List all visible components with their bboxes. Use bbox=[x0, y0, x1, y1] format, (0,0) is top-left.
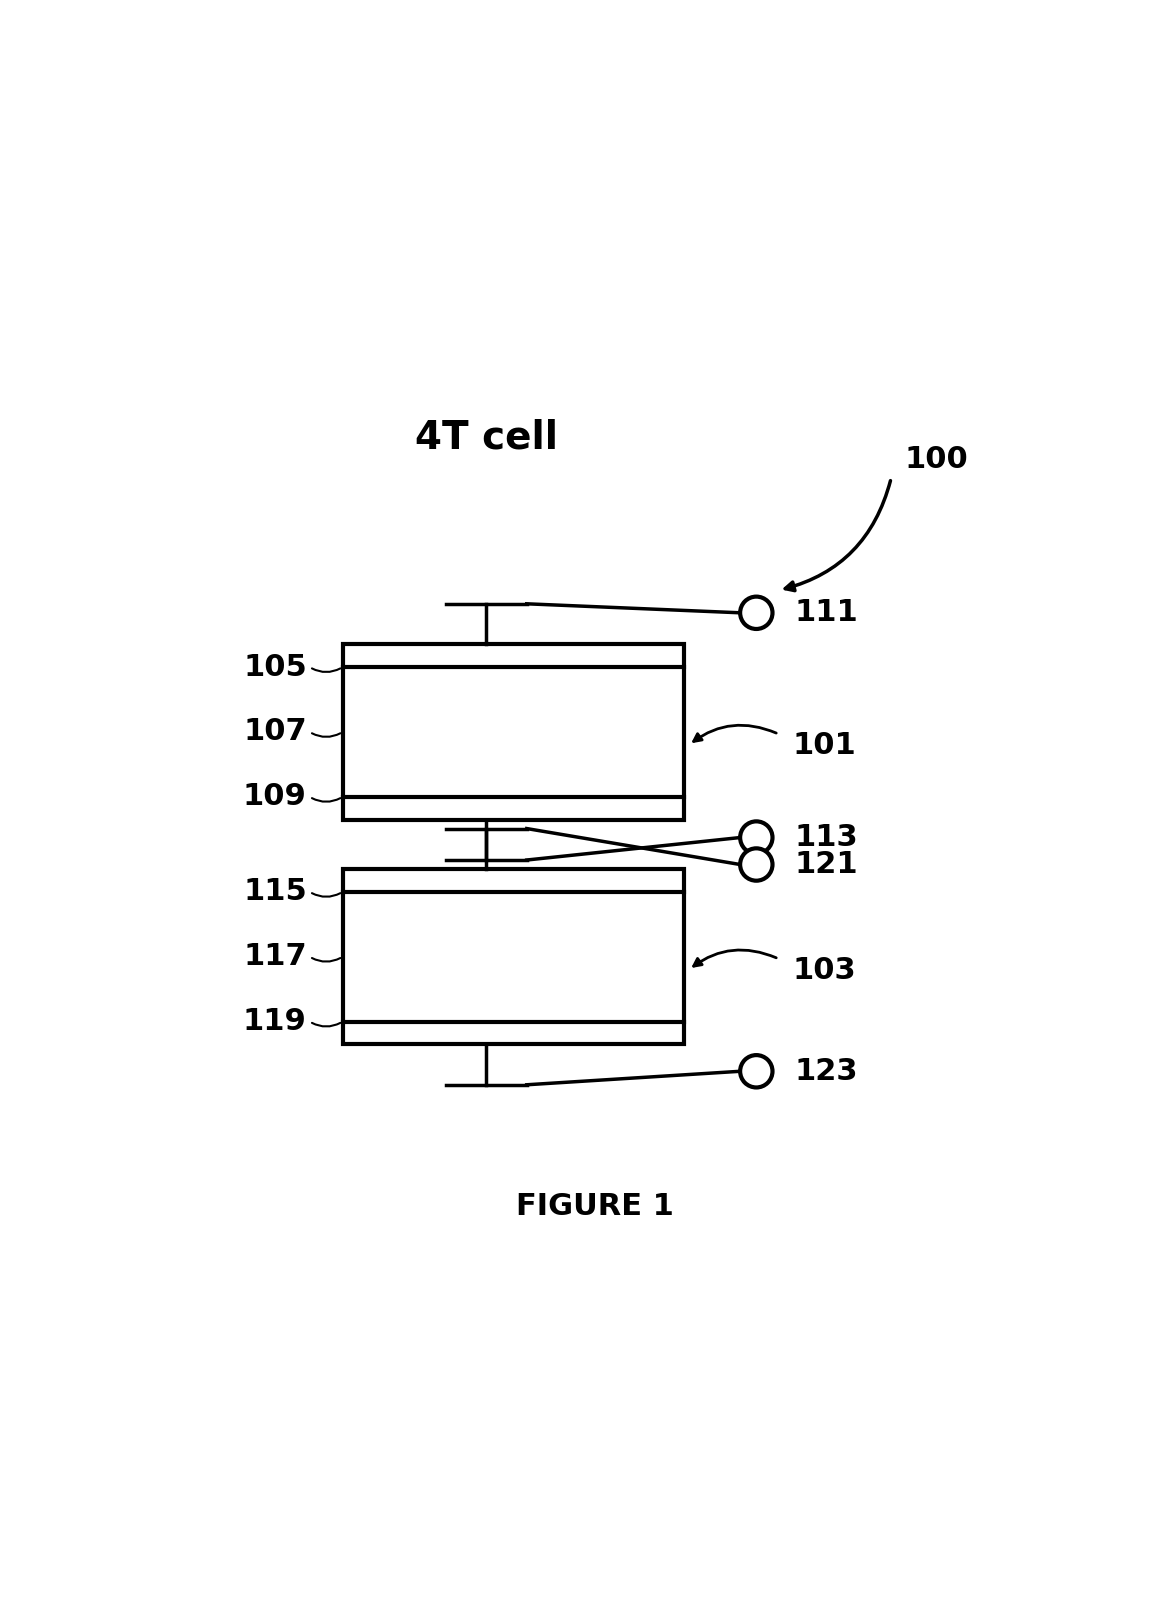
Text: 115: 115 bbox=[244, 878, 306, 907]
Text: 113: 113 bbox=[795, 823, 858, 852]
Circle shape bbox=[740, 849, 773, 881]
Text: 103: 103 bbox=[792, 955, 856, 985]
Text: 121: 121 bbox=[795, 851, 858, 880]
Bar bbox=[343, 868, 684, 1044]
Text: 107: 107 bbox=[244, 717, 306, 746]
Text: 4T cell: 4T cell bbox=[415, 418, 558, 457]
Circle shape bbox=[740, 822, 773, 854]
Text: 117: 117 bbox=[244, 943, 306, 972]
Text: 101: 101 bbox=[792, 731, 856, 760]
Text: 123: 123 bbox=[795, 1057, 858, 1086]
Text: 100: 100 bbox=[905, 445, 969, 475]
Bar bbox=[343, 644, 684, 820]
Text: 111: 111 bbox=[795, 599, 858, 628]
Text: 109: 109 bbox=[242, 783, 306, 812]
Circle shape bbox=[740, 597, 773, 629]
Text: FIGURE 1: FIGURE 1 bbox=[515, 1191, 674, 1220]
Circle shape bbox=[740, 1056, 773, 1088]
Text: 105: 105 bbox=[244, 652, 306, 681]
Text: 119: 119 bbox=[242, 1007, 306, 1036]
